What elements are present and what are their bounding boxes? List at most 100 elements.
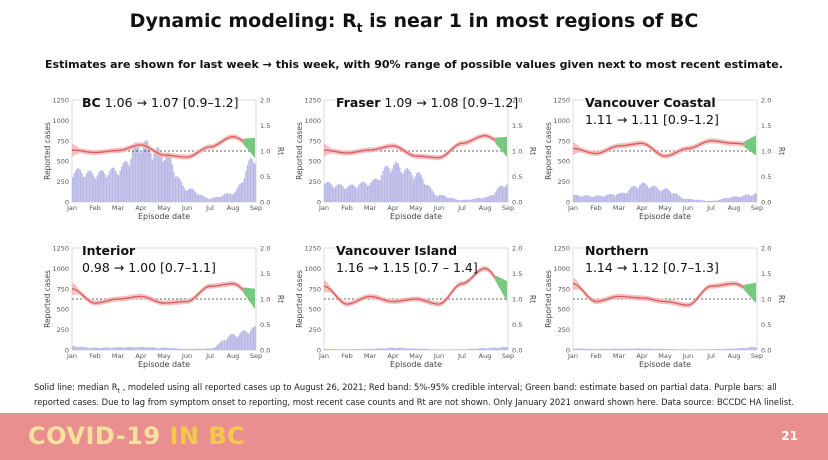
- case-bar: [333, 188, 335, 202]
- rt-partial-data-band: [744, 282, 757, 304]
- rt-estimate: 1.11 → 1.11 [0.9–1.2]: [585, 112, 719, 127]
- case-bar: [498, 347, 501, 350]
- case-bar: [498, 186, 501, 202]
- y2-tick-label: 0.5: [512, 321, 522, 329]
- x-axis-label: Episode date: [138, 360, 190, 369]
- case-bar: [371, 348, 373, 350]
- case-bar: [440, 194, 442, 202]
- case-bar: [368, 348, 370, 350]
- case-bar: [206, 348, 209, 350]
- x-tick-label: Jun: [433, 352, 444, 360]
- case-bar: [439, 195, 441, 202]
- case-bar: [167, 153, 169, 202]
- case-bar: [721, 198, 724, 202]
- case-bar: [454, 349, 456, 350]
- case-bar: [574, 348, 576, 350]
- case-bar: [156, 147, 158, 202]
- case-bar: [412, 179, 415, 202]
- case-bar: [342, 349, 344, 350]
- case-bar: [185, 348, 187, 350]
- case-bar: [95, 179, 97, 202]
- chart-panel-northern: Northern 1.14 → 1.12 [0.7–1.3] 0 250 500 750…: [543, 240, 786, 370]
- case-bar: [150, 347, 152, 350]
- case-bar: [376, 348, 378, 350]
- case-bar: [193, 348, 195, 350]
- case-bar: [249, 330, 252, 350]
- case-bar: [580, 196, 583, 202]
- x-tick-label: May: [157, 204, 171, 212]
- case-bar: [449, 349, 452, 350]
- case-bar: [170, 348, 172, 350]
- case-bar: [208, 199, 210, 202]
- x-tick-label: Apr: [135, 204, 147, 212]
- case-bar: [455, 199, 458, 202]
- y2-axis-label: Rt: [777, 295, 786, 303]
- x-axis-label: Episode date: [639, 360, 691, 369]
- case-bar: [460, 349, 462, 350]
- case-bar: [654, 185, 656, 202]
- case-bar: [425, 348, 427, 350]
- case-bar: [108, 347, 111, 350]
- case-bar: [324, 184, 326, 202]
- case-bar: [755, 193, 757, 202]
- case-bar: [480, 198, 482, 202]
- case-bar: [419, 348, 421, 350]
- x-tick-label: Mar: [112, 204, 125, 212]
- case-bar: [98, 172, 100, 202]
- chart-panel-interior: Interior 0.98 → 1.00 [0.7–1.1] 0 250 500 750…: [42, 240, 285, 370]
- case-bar: [491, 195, 493, 202]
- case-bar: [422, 348, 424, 350]
- case-bar: [660, 191, 662, 202]
- rt-estimate: 1.16 → 1.15 [0.7 – 1.4]: [336, 260, 478, 275]
- case-bar: [586, 348, 589, 350]
- chart-svg: 0 250 500 750 1000 1250 0.0 0.5 1.0 1.5 2.0 Jan Feb M…: [43, 97, 285, 222]
- case-bar: [462, 200, 464, 202]
- chart-svg: 0 250 500 750 1000 1250 0.0 0.5 1.0 1.5 2.0 Jan Feb M…: [544, 97, 786, 222]
- case-bar: [217, 344, 220, 350]
- case-bar: [661, 189, 664, 202]
- case-bar: [738, 348, 740, 350]
- case-bar: [674, 349, 676, 350]
- case-bar: [82, 176, 85, 202]
- case-bar: [737, 196, 739, 202]
- case-bar: [402, 173, 404, 202]
- case-bar: [116, 347, 118, 350]
- case-bar: [248, 333, 250, 350]
- case-bar: [612, 194, 615, 202]
- rt-partial-data-band: [243, 137, 256, 159]
- case-bar: [145, 347, 147, 350]
- case-bar: [397, 347, 399, 350]
- case-bar: [501, 347, 504, 350]
- case-bar: [752, 346, 754, 350]
- case-bar: [744, 348, 747, 350]
- case-bar: [712, 200, 714, 202]
- case-bar: [325, 348, 327, 350]
- case-bar: [678, 195, 681, 202]
- case-bar: [750, 346, 753, 350]
- case-bar: [695, 349, 698, 350]
- case-bar: [217, 196, 220, 202]
- case-bar: [589, 196, 592, 202]
- case-bar: [114, 347, 117, 350]
- case-bar: [159, 150, 161, 202]
- case-bar: [735, 348, 737, 350]
- case-bar: [443, 349, 445, 350]
- case-bar: [382, 170, 384, 202]
- case-bar: [452, 349, 455, 350]
- case-bar: [668, 189, 670, 202]
- case-bar: [187, 190, 189, 202]
- case-bar: [328, 349, 330, 350]
- case-bar: [213, 347, 215, 350]
- case-bar: [726, 197, 728, 202]
- case-bar: [608, 348, 610, 350]
- case-bar: [458, 200, 461, 202]
- x-tick-label: Jul: [706, 352, 715, 360]
- case-bar: [711, 349, 713, 350]
- case-bar: [91, 347, 94, 350]
- case-bar: [124, 347, 126, 350]
- case-bar: [219, 342, 221, 350]
- case-bar: [689, 198, 691, 202]
- case-bar: [154, 347, 157, 350]
- case-bar: [734, 348, 736, 350]
- case-bar: [640, 183, 642, 202]
